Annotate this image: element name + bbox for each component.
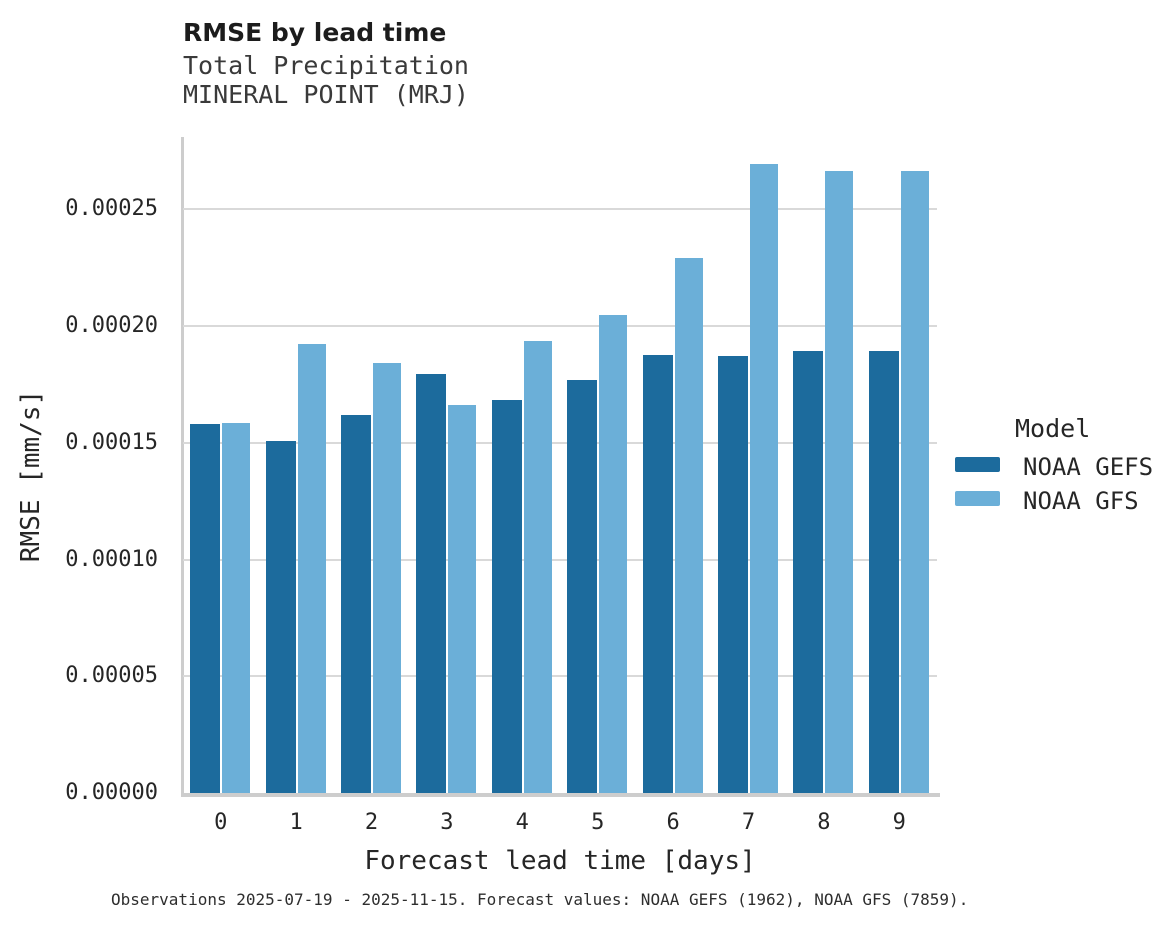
bar-noaa-gfs-lead-5	[599, 314, 628, 793]
bar-noaa-gfs-lead-8	[825, 170, 854, 793]
bar-noaa-gfs-lead-9	[900, 171, 929, 793]
bar-noaa-gefs-lead-3	[416, 374, 447, 793]
bar-noaa-gfs-lead-1	[297, 344, 326, 793]
y-axis-spine	[181, 137, 184, 797]
plot-area	[183, 137, 937, 793]
legend-label: NOAA GEFS	[1023, 453, 1154, 481]
chart-subtitle-station: MINERAL POINT (MRJ)	[183, 80, 469, 109]
bar-noaa-gefs-lead-4	[491, 399, 522, 793]
x-tick-label: 0	[214, 810, 228, 835]
bar-noaa-gfs-lead-4	[523, 340, 552, 793]
footer-caption: Observations 2025-07-19 - 2025-11-15. Fo…	[111, 890, 969, 909]
y-tick-label: 0.00000	[65, 780, 158, 805]
gridline	[183, 675, 937, 678]
x-tick-label: 2	[364, 810, 379, 835]
x-axis-spine	[181, 793, 940, 797]
x-axis-title: Forecast lead time [days]	[364, 846, 756, 876]
bar-noaa-gfs-lead-0	[222, 422, 251, 793]
bar-noaa-gfs-lead-6	[674, 258, 703, 793]
y-tick-label: 0.00005	[65, 663, 158, 689]
x-tick-label: 8	[817, 810, 831, 835]
legend-swatch	[955, 491, 1000, 506]
bar-noaa-gfs-lead-2	[373, 362, 401, 793]
x-tick-label: 5	[591, 810, 605, 835]
x-tick-label: 3	[440, 810, 454, 835]
gridline	[183, 558, 937, 561]
gridline	[183, 441, 937, 444]
bar-noaa-gefs-lead-0	[190, 424, 221, 793]
bar-noaa-gefs-lead-5	[567, 380, 598, 793]
y-tick-label: 0.00025	[65, 196, 158, 222]
bar-noaa-gefs-lead-2	[341, 415, 371, 793]
bar-noaa-gfs-lead-3	[448, 405, 477, 793]
x-tick-label: 6	[666, 810, 680, 835]
legend-swatch	[955, 457, 1000, 472]
x-tick-label: 7	[741, 810, 756, 835]
y-tick-label: 0.00010	[65, 546, 158, 572]
bar-noaa-gefs-lead-6	[642, 354, 673, 793]
bar-noaa-gefs-lead-7	[718, 355, 748, 793]
bar-noaa-gefs-lead-8	[793, 350, 824, 793]
x-tick-label: 1	[289, 810, 303, 835]
x-tick-label: 4	[515, 810, 529, 835]
y-tick-label: 0.00020	[65, 313, 158, 339]
bar-noaa-gefs-lead-1	[265, 441, 296, 793]
x-tick-label: 9	[892, 810, 906, 835]
bar-noaa-gfs-lead-7	[750, 163, 778, 793]
legend-title: Model	[1015, 414, 1091, 443]
legend-label: NOAA GFS	[1023, 487, 1139, 515]
y-tick-label: 0.00015	[65, 429, 158, 455]
chart-subtitle-variable: Total Precipitation	[183, 51, 469, 80]
y-axis-title: RMSE [mm/s]	[16, 389, 46, 563]
gridline	[183, 208, 937, 211]
chart-title: RMSE by lead time	[183, 18, 447, 47]
gridline	[183, 325, 937, 328]
bar-noaa-gefs-lead-9	[868, 351, 899, 793]
